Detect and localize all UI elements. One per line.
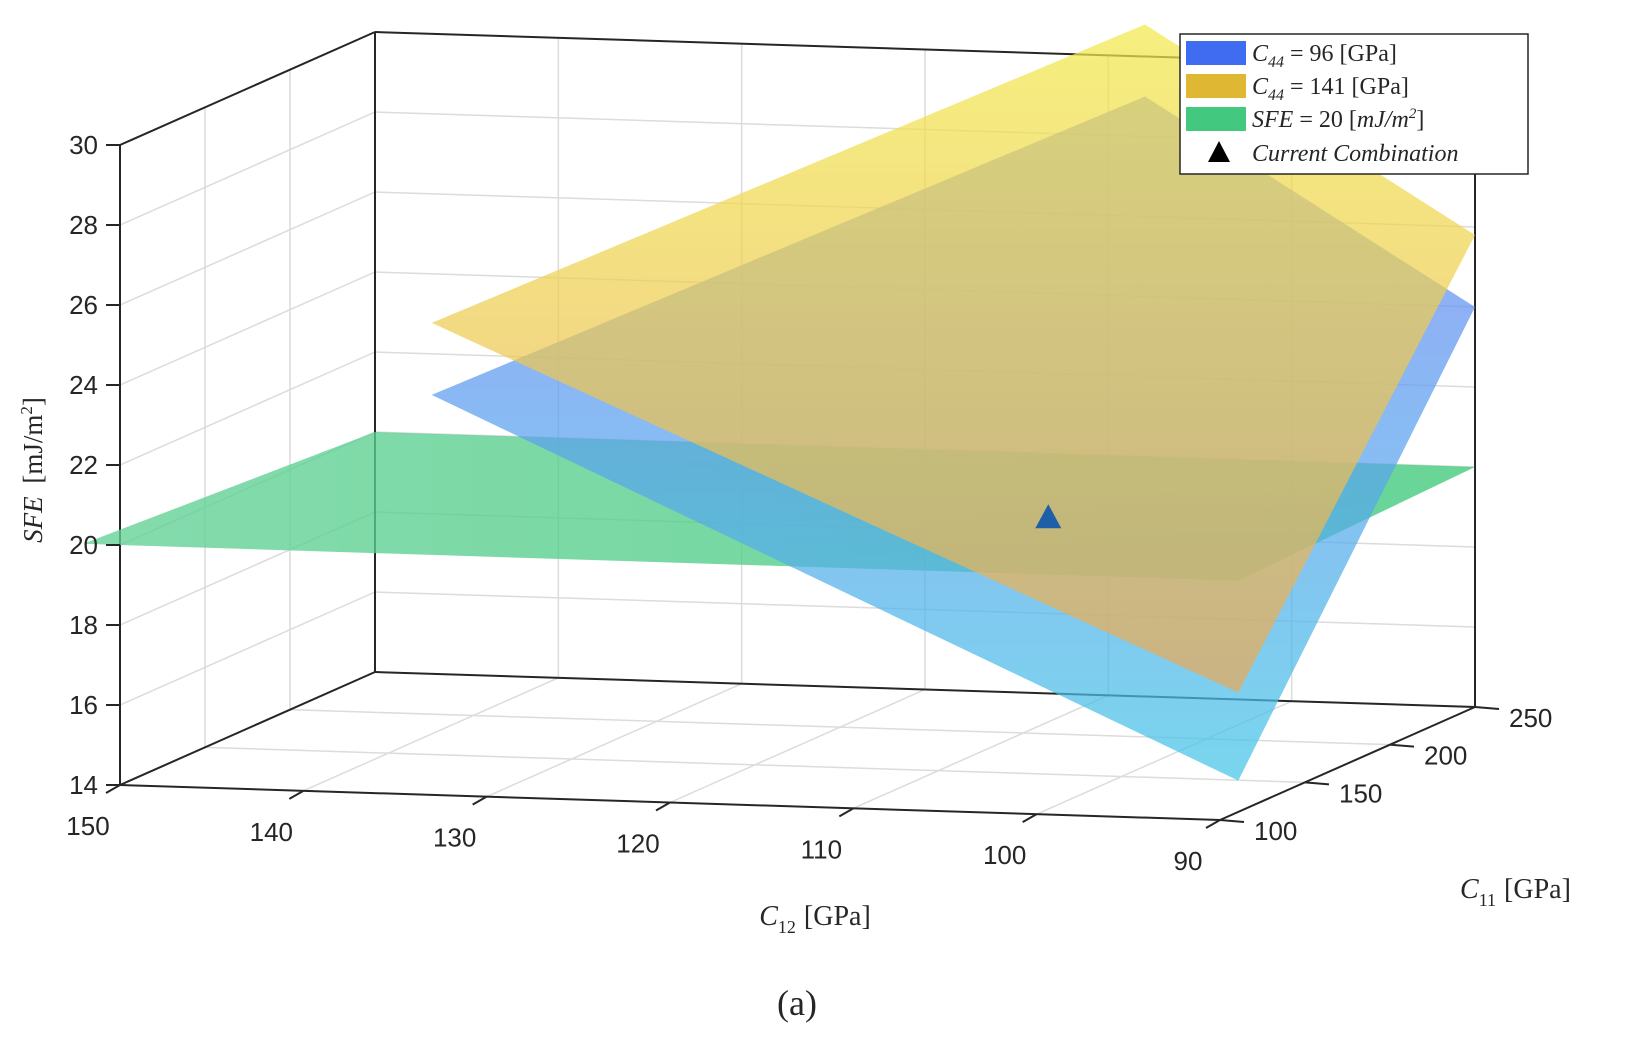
grid-line-floor-x bbox=[853, 694, 1109, 810]
y-tick-mark bbox=[1474, 706, 1500, 710]
grid-line-side-z bbox=[119, 591, 376, 706]
x-tick-mark bbox=[105, 784, 121, 794]
legend-swatch-c44-141 bbox=[1186, 74, 1246, 98]
y-tick-label: 150 bbox=[1339, 778, 1382, 808]
panel-label: (a) bbox=[777, 983, 817, 1023]
grid-line-side-z bbox=[119, 111, 376, 226]
z-tick-label: 14 bbox=[69, 770, 98, 800]
z-tick-label: 28 bbox=[69, 210, 98, 240]
legend-swatch-c44-96 bbox=[1186, 41, 1246, 65]
box-edge-top-left bbox=[119, 31, 376, 146]
box-edge-floor-back bbox=[374, 671, 1476, 708]
z-tick-label: 18 bbox=[69, 610, 98, 640]
grid-line-side-z bbox=[119, 271, 376, 386]
grid-line-floor-x bbox=[486, 682, 742, 798]
surfaces bbox=[83, 24, 1476, 781]
z-tick-label: 26 bbox=[69, 290, 98, 320]
x-tick-label: 100 bbox=[983, 840, 1026, 870]
x-tick-label: 120 bbox=[616, 829, 659, 859]
x-tick-mark bbox=[288, 789, 304, 800]
x-tick-label: 150 bbox=[66, 811, 109, 841]
legend-swatch-sfe-20 bbox=[1186, 107, 1246, 131]
tick-labels: 14 16 18 20 22 24 26 28 30 150 140 130 120 110 100 90 10… bbox=[66, 130, 1552, 876]
legend-label-c44-141: C44 = 141 [GPa] bbox=[1252, 74, 1409, 104]
surface-c44-141 bbox=[431, 24, 1476, 693]
y-tick-mark bbox=[1304, 781, 1330, 786]
x-tick-label: 140 bbox=[250, 817, 293, 847]
grid-line-side-z bbox=[119, 351, 376, 466]
x-tick-label: 90 bbox=[1174, 846, 1203, 876]
y-axis-label: C11 [GPa] bbox=[1460, 874, 1571, 910]
grid-line-floor-y bbox=[204, 746, 1306, 784]
y-tick-mark bbox=[1219, 819, 1245, 823]
x-tick-mark bbox=[838, 807, 854, 818]
z-tick-label: 20 bbox=[69, 530, 98, 560]
x-tick-mark bbox=[655, 801, 671, 812]
z-tick-label: 22 bbox=[69, 450, 98, 480]
y-axis-line bbox=[1219, 706, 1476, 821]
x-tick-label: 130 bbox=[433, 823, 476, 853]
y-tick-mark bbox=[1389, 743, 1415, 748]
y-tick-label: 200 bbox=[1424, 741, 1467, 771]
grid-line-floor-x bbox=[303, 677, 559, 792]
x-tick-mark bbox=[472, 795, 488, 806]
legend-marker-triangle-icon bbox=[1208, 141, 1230, 162]
grid-line-floor-x bbox=[669, 688, 926, 804]
y-tick-label: 250 bbox=[1509, 703, 1552, 733]
y-tick-label: 100 bbox=[1254, 816, 1297, 846]
x-axis-label: C12 [GPa] bbox=[759, 901, 871, 937]
legend-label-c44-96: C44 = 96 [GPa] bbox=[1252, 41, 1397, 71]
grid-line-side-z bbox=[119, 191, 376, 306]
legend-label-sfe-20: SFE = 20 [mJ/m2] bbox=[1252, 106, 1424, 133]
z-tick-label: 24 bbox=[69, 370, 98, 400]
x-tick-mark bbox=[1022, 813, 1038, 824]
z-tick-label: 16 bbox=[69, 690, 98, 720]
z-axis-label: SFE [mJ/m2] bbox=[17, 397, 48, 543]
legend-label-current-combination: Current Combination bbox=[1252, 141, 1458, 167]
x-tick-mark bbox=[1205, 819, 1221, 829]
z-tick-label: 30 bbox=[69, 130, 98, 160]
legend: C44 = 96 [GPa] C44 = 141 [GPa] SFE = 20 … bbox=[1179, 33, 1529, 175]
box-edge-floor-left bbox=[119, 671, 376, 786]
current-combination-marker bbox=[1035, 504, 1062, 529]
x-tick-label: 110 bbox=[801, 834, 842, 864]
